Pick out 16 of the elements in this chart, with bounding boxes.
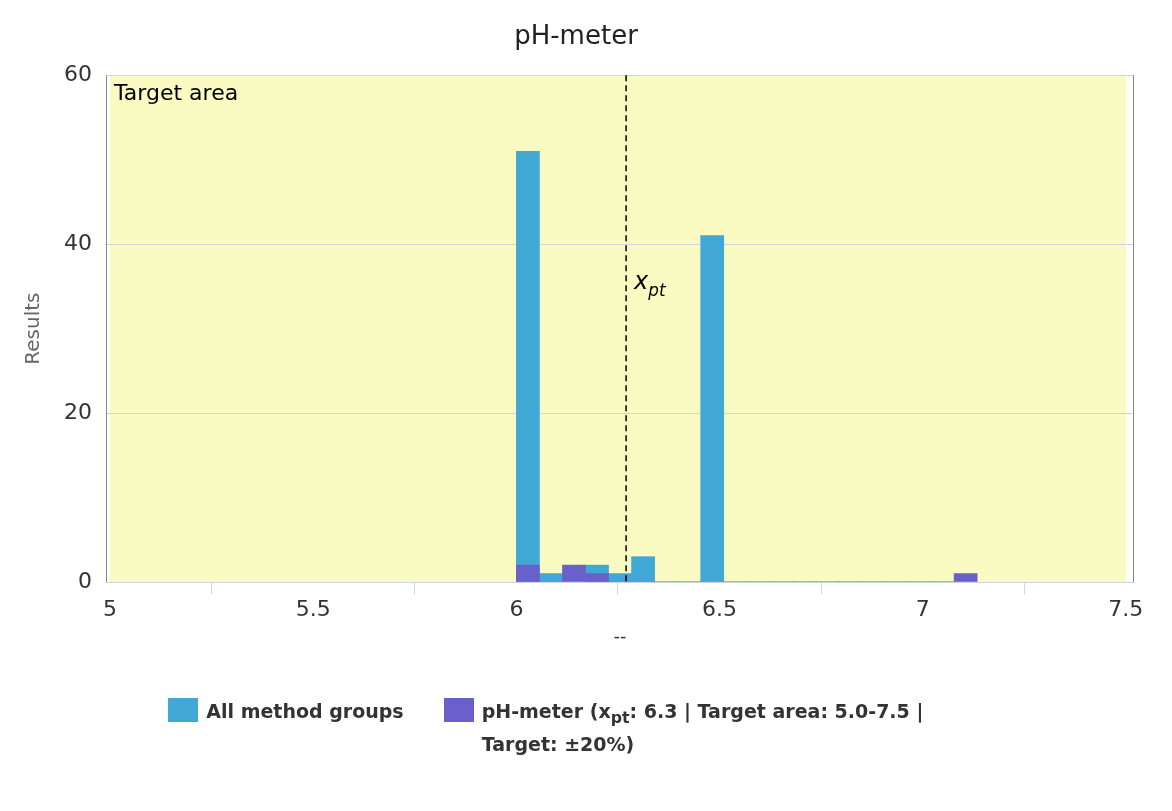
legend-label: pH-meter (x$_{pt}$: 6.3 | Target area: 5.0-7.5 | Target: ±20%) — [481, 699, 925, 757]
y-tick-label: 60 — [63, 60, 92, 86]
x-tick-label: 7.5 — [1108, 595, 1144, 621]
chart-title: pH-meter — [514, 20, 639, 51]
legend-label: All method groups — [206, 699, 404, 724]
x-tick-label: 5.5 — [295, 595, 331, 621]
x-tick-label: 5 — [103, 595, 118, 621]
y-tick-label: 40 — [63, 229, 92, 255]
y-axis-title: Results — [20, 292, 45, 365]
y-tick-label: 20 — [63, 398, 92, 424]
band-label: Target area — [113, 79, 239, 105]
y-tick-label: 0 — [77, 567, 92, 593]
x-axis-title: -- — [613, 624, 627, 646]
x-tick-label: 6 — [509, 595, 524, 621]
x-tick-label: 6.5 — [702, 595, 738, 621]
x-tick-label: 7 — [915, 595, 930, 621]
